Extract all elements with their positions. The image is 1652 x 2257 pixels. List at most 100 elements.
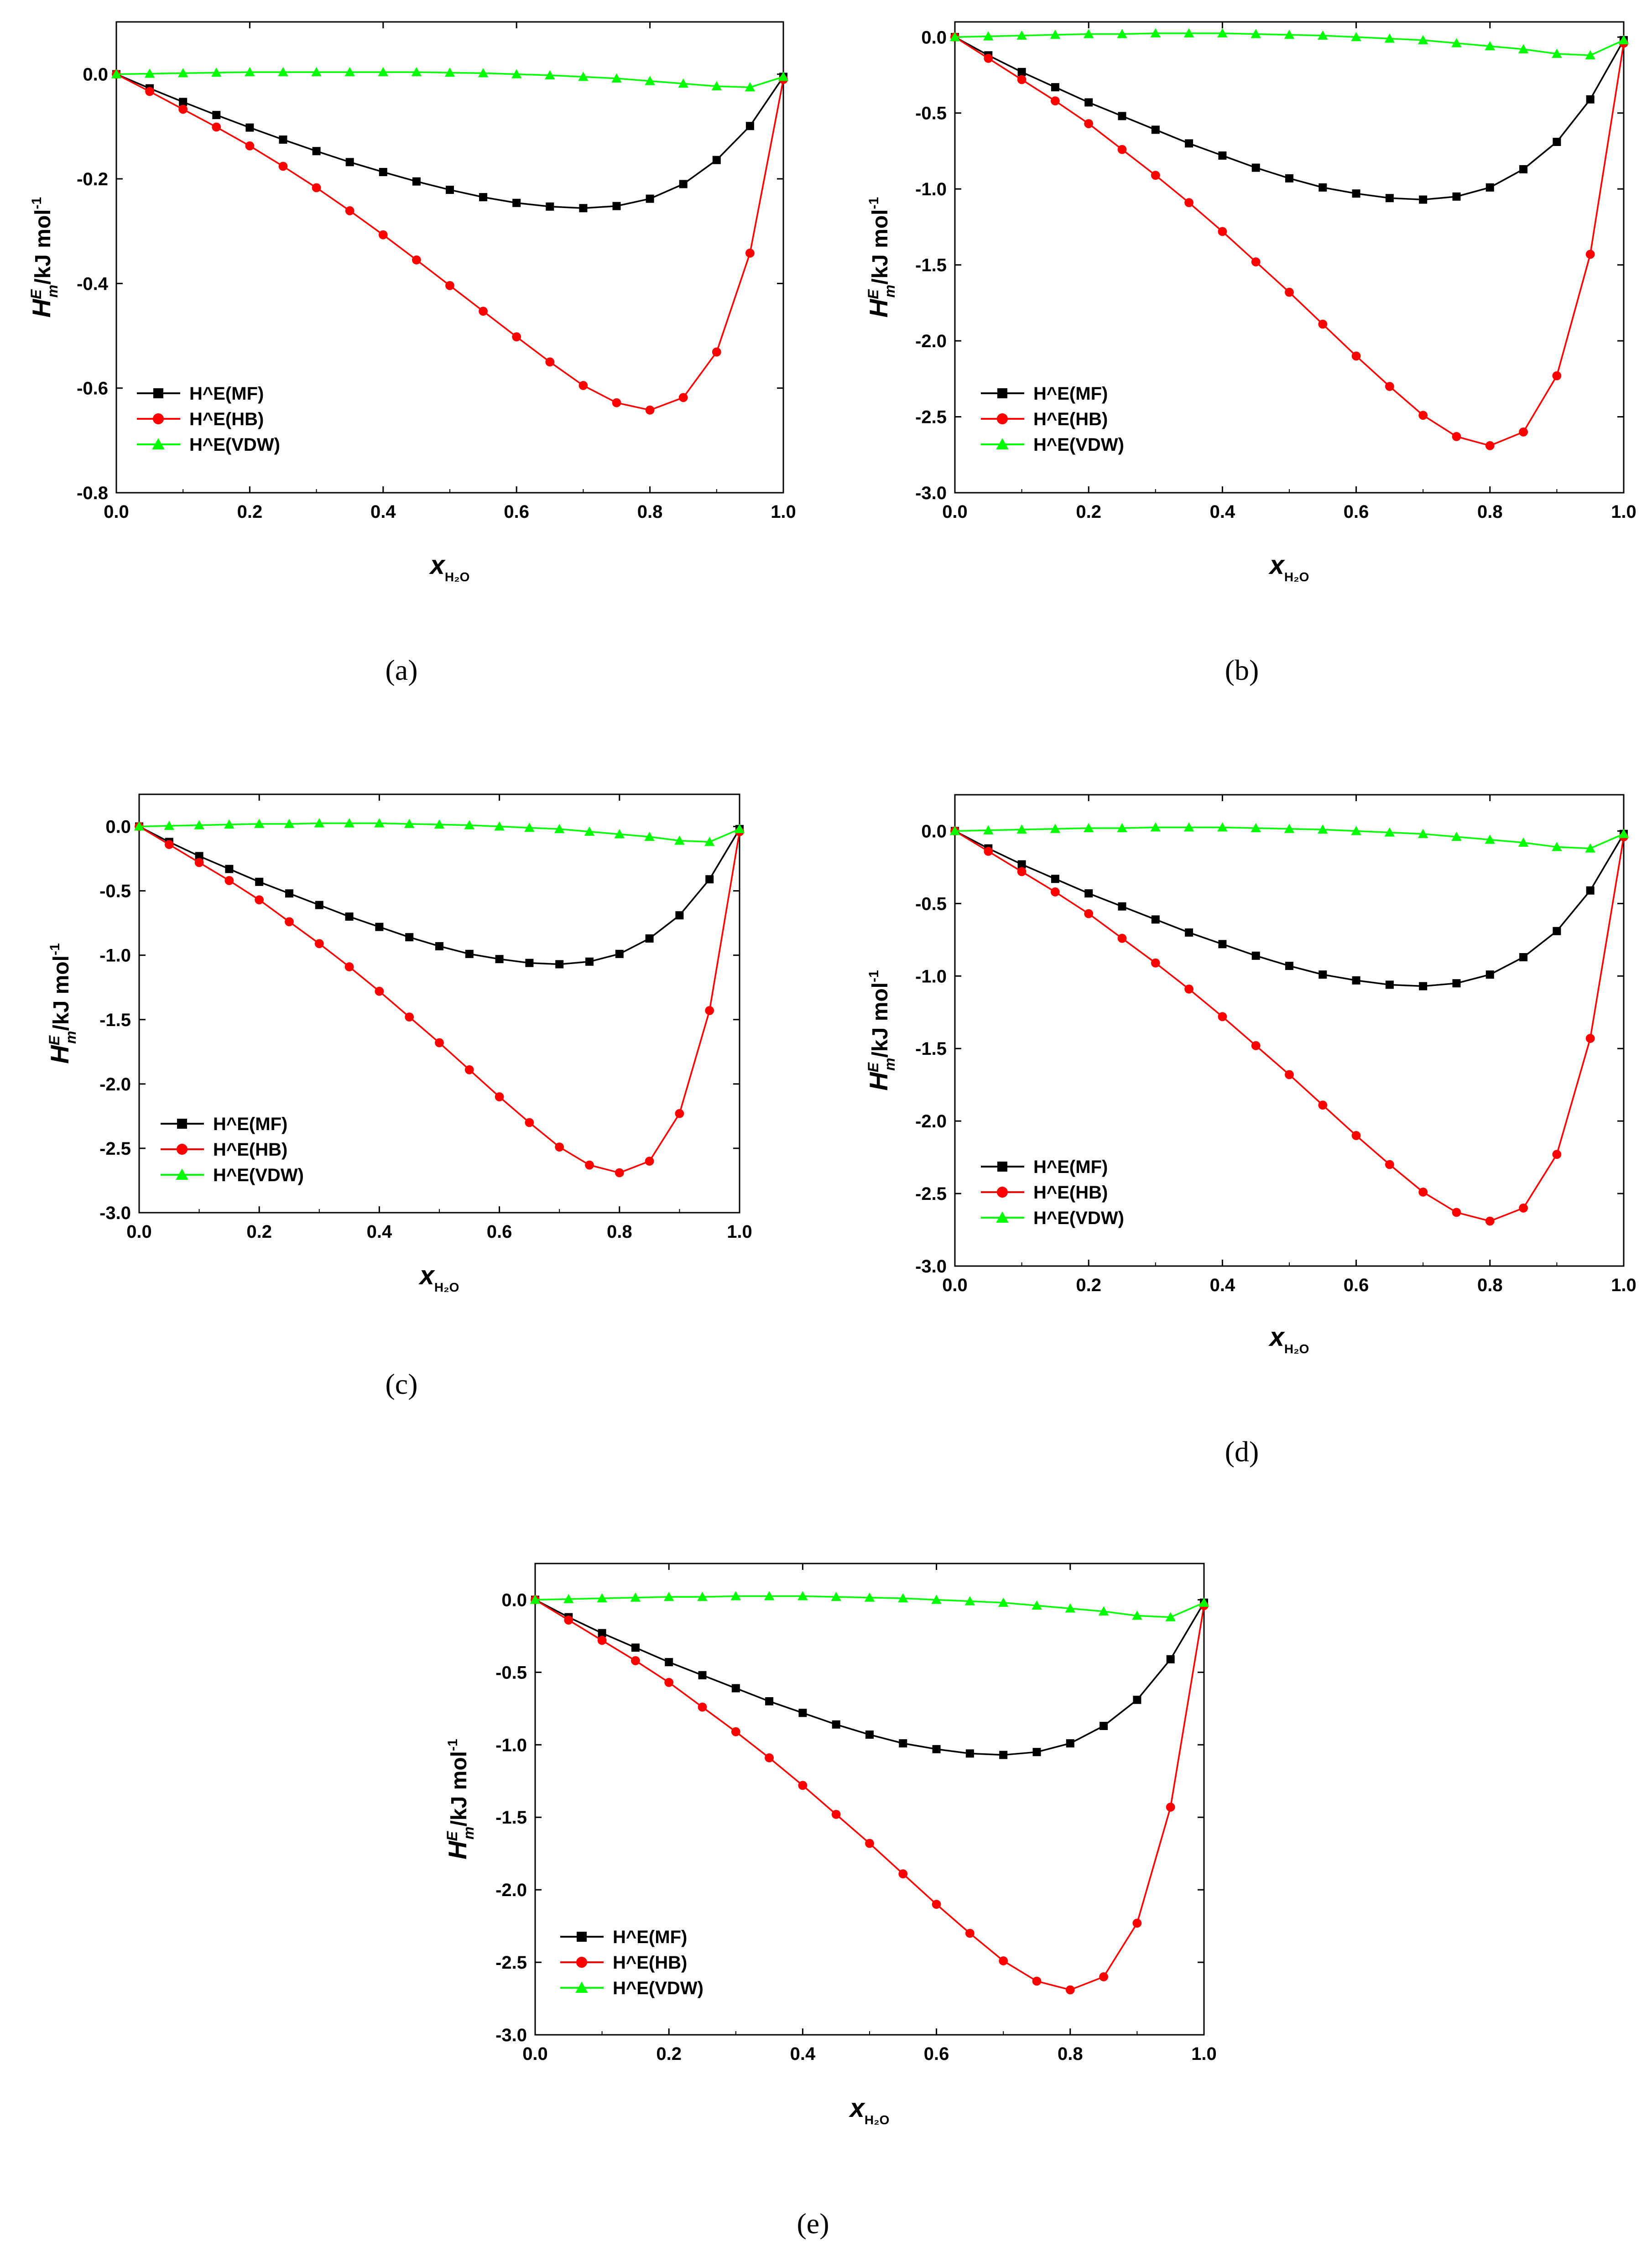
data-point-vdw: [554, 824, 565, 834]
y-axis-label: HEm/kJ mol-1: [45, 943, 79, 1063]
data-point-vdw: [177, 68, 188, 78]
data-point-hb: [178, 104, 188, 114]
data-point-mf: [631, 1643, 640, 1652]
data-point-mf: [675, 911, 684, 920]
y-tick-label: -2.0: [495, 1880, 527, 1900]
data-point-vdw: [1183, 822, 1194, 832]
data-point-vdw: [778, 72, 789, 81]
x-axis-label-symbol: x: [1268, 1322, 1286, 1352]
x-tick-label: 0.0: [104, 502, 129, 522]
data-point-mf: [765, 1697, 774, 1705]
data-point-vdw: [563, 1594, 574, 1603]
data-point-hb: [999, 1956, 1008, 1965]
legend-label-vdw: H^E(VDW): [613, 1978, 704, 1998]
data-point-mf: [798, 1709, 807, 1717]
data-point-hb: [212, 122, 221, 132]
data-point-mf: [1084, 98, 1093, 107]
chart-panel-d: 0.0 0.2 0.4 0.6 0.8 1.0 0.0 -0.5 -1.0 -1.5 -2.0 -2.…: [864, 794, 1636, 1468]
data-point-vdw: [1251, 823, 1261, 833]
data-point-vdw: [211, 67, 222, 77]
data-point-vdw: [1451, 831, 1462, 841]
data-point-vdw: [284, 818, 295, 828]
data-point-hb: [1285, 287, 1294, 297]
legend-marker-vdw: [176, 1168, 188, 1180]
data-point-hb: [831, 1809, 841, 1819]
data-point-vdw: [1150, 28, 1161, 37]
data-point-vdw: [998, 1597, 1009, 1607]
data-point-vdw: [1451, 38, 1462, 47]
y-axis-label-superscript: E: [444, 1830, 460, 1841]
panel-caption-d: (d): [1225, 1435, 1259, 1468]
data-point-hb: [1519, 427, 1528, 437]
data-point-mf: [1452, 979, 1461, 988]
legend-marker-mf: [153, 388, 163, 398]
data-point-vdw: [1518, 837, 1529, 847]
data-point-vdw: [1050, 30, 1061, 39]
y-tick-label: 0.0: [105, 817, 131, 837]
data-point-hb: [1117, 145, 1127, 154]
data-point-mf: [705, 875, 714, 884]
legend-marker-mf: [997, 1162, 1007, 1172]
data-point-mf: [615, 949, 624, 958]
y-tick-label: -2.5: [915, 407, 947, 427]
legend-marker-mf: [997, 388, 1007, 398]
data-point-hb: [1552, 1150, 1562, 1159]
data-point-vdw: [1384, 33, 1395, 43]
x-tick-label: 0.4: [370, 502, 396, 522]
data-point-mf: [512, 198, 521, 207]
data-point-vdw: [494, 821, 505, 831]
data-point-hb: [865, 1839, 874, 1848]
data-point-vdw: [1083, 29, 1094, 38]
data-point-hb: [1351, 351, 1361, 361]
legend-label-mf: H^E(MF): [1033, 1157, 1108, 1177]
x-axis-label: xH₂O: [429, 550, 470, 584]
data-point-vdw: [224, 819, 235, 829]
data-point-mf: [1017, 68, 1026, 76]
data-point-hb: [164, 840, 174, 849]
data-point-hb: [1251, 1041, 1261, 1050]
panels: 0.0 0.2 0.4 0.6 0.8 1.00.0-0.2-0.4-0.6-0.8xH₂…: [27, 21, 1636, 2240]
x-axis-label-subscript: H₂O: [1284, 1342, 1309, 1356]
data-point-vdw: [378, 67, 389, 77]
data-point-vdw: [344, 818, 354, 828]
data-point-hb: [1519, 1203, 1528, 1213]
y-axis-label: HEm/kJ mol-1: [864, 197, 898, 318]
data-point-mf: [1352, 976, 1360, 985]
legend: H^E(MF) H^E(HB) H^E(VDW): [981, 384, 1124, 455]
data-point-mf: [465, 949, 474, 958]
data-point-vdw: [111, 69, 122, 78]
data-point-hb: [1017, 75, 1027, 84]
data-point-mf: [1032, 1748, 1041, 1757]
data-point-vdw: [645, 76, 655, 85]
data-point-hb: [631, 1656, 640, 1665]
legend-marker-mf: [577, 1932, 587, 1942]
y-tick-label: -0.6: [77, 379, 108, 399]
y-tick-label: -2.0: [915, 331, 947, 351]
data-point-hb: [412, 255, 421, 265]
x-axis-label-symbol: x: [418, 1261, 436, 1290]
data-point-vdw: [1585, 50, 1595, 60]
data-point-mf: [1385, 194, 1394, 203]
data-point-hb: [678, 393, 688, 402]
x-tick-label: 0.2: [246, 1222, 272, 1242]
data-point-mf: [435, 942, 443, 950]
data-point-vdw: [983, 825, 994, 834]
data-point-hb: [615, 1168, 624, 1178]
data-point-vdw: [1016, 824, 1027, 834]
data-point-vdw: [1318, 30, 1328, 40]
data-point-vdw: [1518, 44, 1529, 53]
x-axis-label-subscript: H₂O: [1284, 570, 1309, 584]
data-point-vdw: [1217, 822, 1228, 832]
data-point-hb: [1385, 1160, 1394, 1169]
data-point-vdw: [745, 82, 756, 92]
data-point-hb: [705, 1006, 714, 1015]
legend: H^E(MF) H^E(HB) H^E(VDW): [981, 1157, 1124, 1228]
data-point-mf: [1553, 927, 1561, 935]
data-point-hb: [1385, 382, 1394, 391]
y-axis-label-symbol: H: [864, 1072, 893, 1091]
y-tick-label: -1.5: [915, 1039, 947, 1059]
data-point-hb: [512, 332, 521, 342]
x-axis-label-symbol: x: [849, 2093, 866, 2123]
data-point-hb: [378, 230, 388, 240]
data-point-mf: [1185, 139, 1193, 148]
